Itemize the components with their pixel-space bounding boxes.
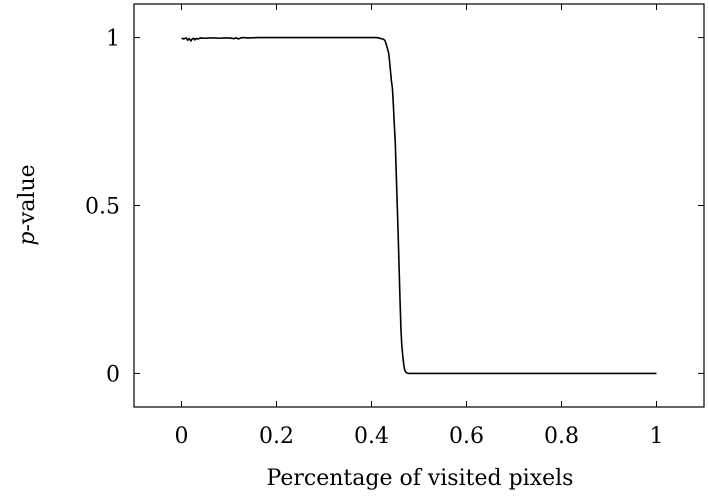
x-tick-label: 0 bbox=[175, 424, 189, 449]
y-axis-title-italic: p bbox=[15, 232, 40, 246]
series-line bbox=[181, 36, 657, 375]
x-tick-label: 0.6 bbox=[449, 424, 484, 449]
y-tick-label: 0.5 bbox=[85, 195, 120, 220]
plot-frame bbox=[133, 3, 705, 408]
x-tick-label: 0.2 bbox=[259, 424, 294, 449]
ticks bbox=[134, 4, 704, 407]
y-tick-label: 0 bbox=[106, 362, 120, 387]
x-tick-label: 0.4 bbox=[354, 424, 389, 449]
x-tick-label: 1 bbox=[650, 424, 664, 449]
y-tick-label: 1 bbox=[106, 27, 120, 52]
y-axis-title-rest: -value bbox=[15, 164, 40, 231]
y-axis-title: p-value bbox=[15, 164, 40, 245]
x-tick-label: 0.8 bbox=[544, 424, 579, 449]
x-axis-title: Percentage of visited pixels bbox=[267, 466, 574, 491]
y-tick-labels: 00.51 bbox=[85, 27, 120, 388]
x-tick-labels: 0 0.2 0.4 0.6 0.8 1 bbox=[175, 424, 664, 449]
